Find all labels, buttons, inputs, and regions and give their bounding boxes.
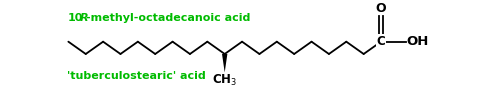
Text: -methyl-octadecanoic acid: -methyl-octadecanoic acid <box>86 13 250 23</box>
Text: R: R <box>80 13 89 23</box>
Polygon shape <box>222 54 227 72</box>
Text: 10: 10 <box>67 13 83 23</box>
Text: CH$_3$: CH$_3$ <box>212 73 237 88</box>
Text: C: C <box>377 35 385 48</box>
Text: OH: OH <box>406 35 429 48</box>
Text: O: O <box>376 2 386 15</box>
Text: 'tuberculostearic' acid: 'tuberculostearic' acid <box>67 72 206 81</box>
